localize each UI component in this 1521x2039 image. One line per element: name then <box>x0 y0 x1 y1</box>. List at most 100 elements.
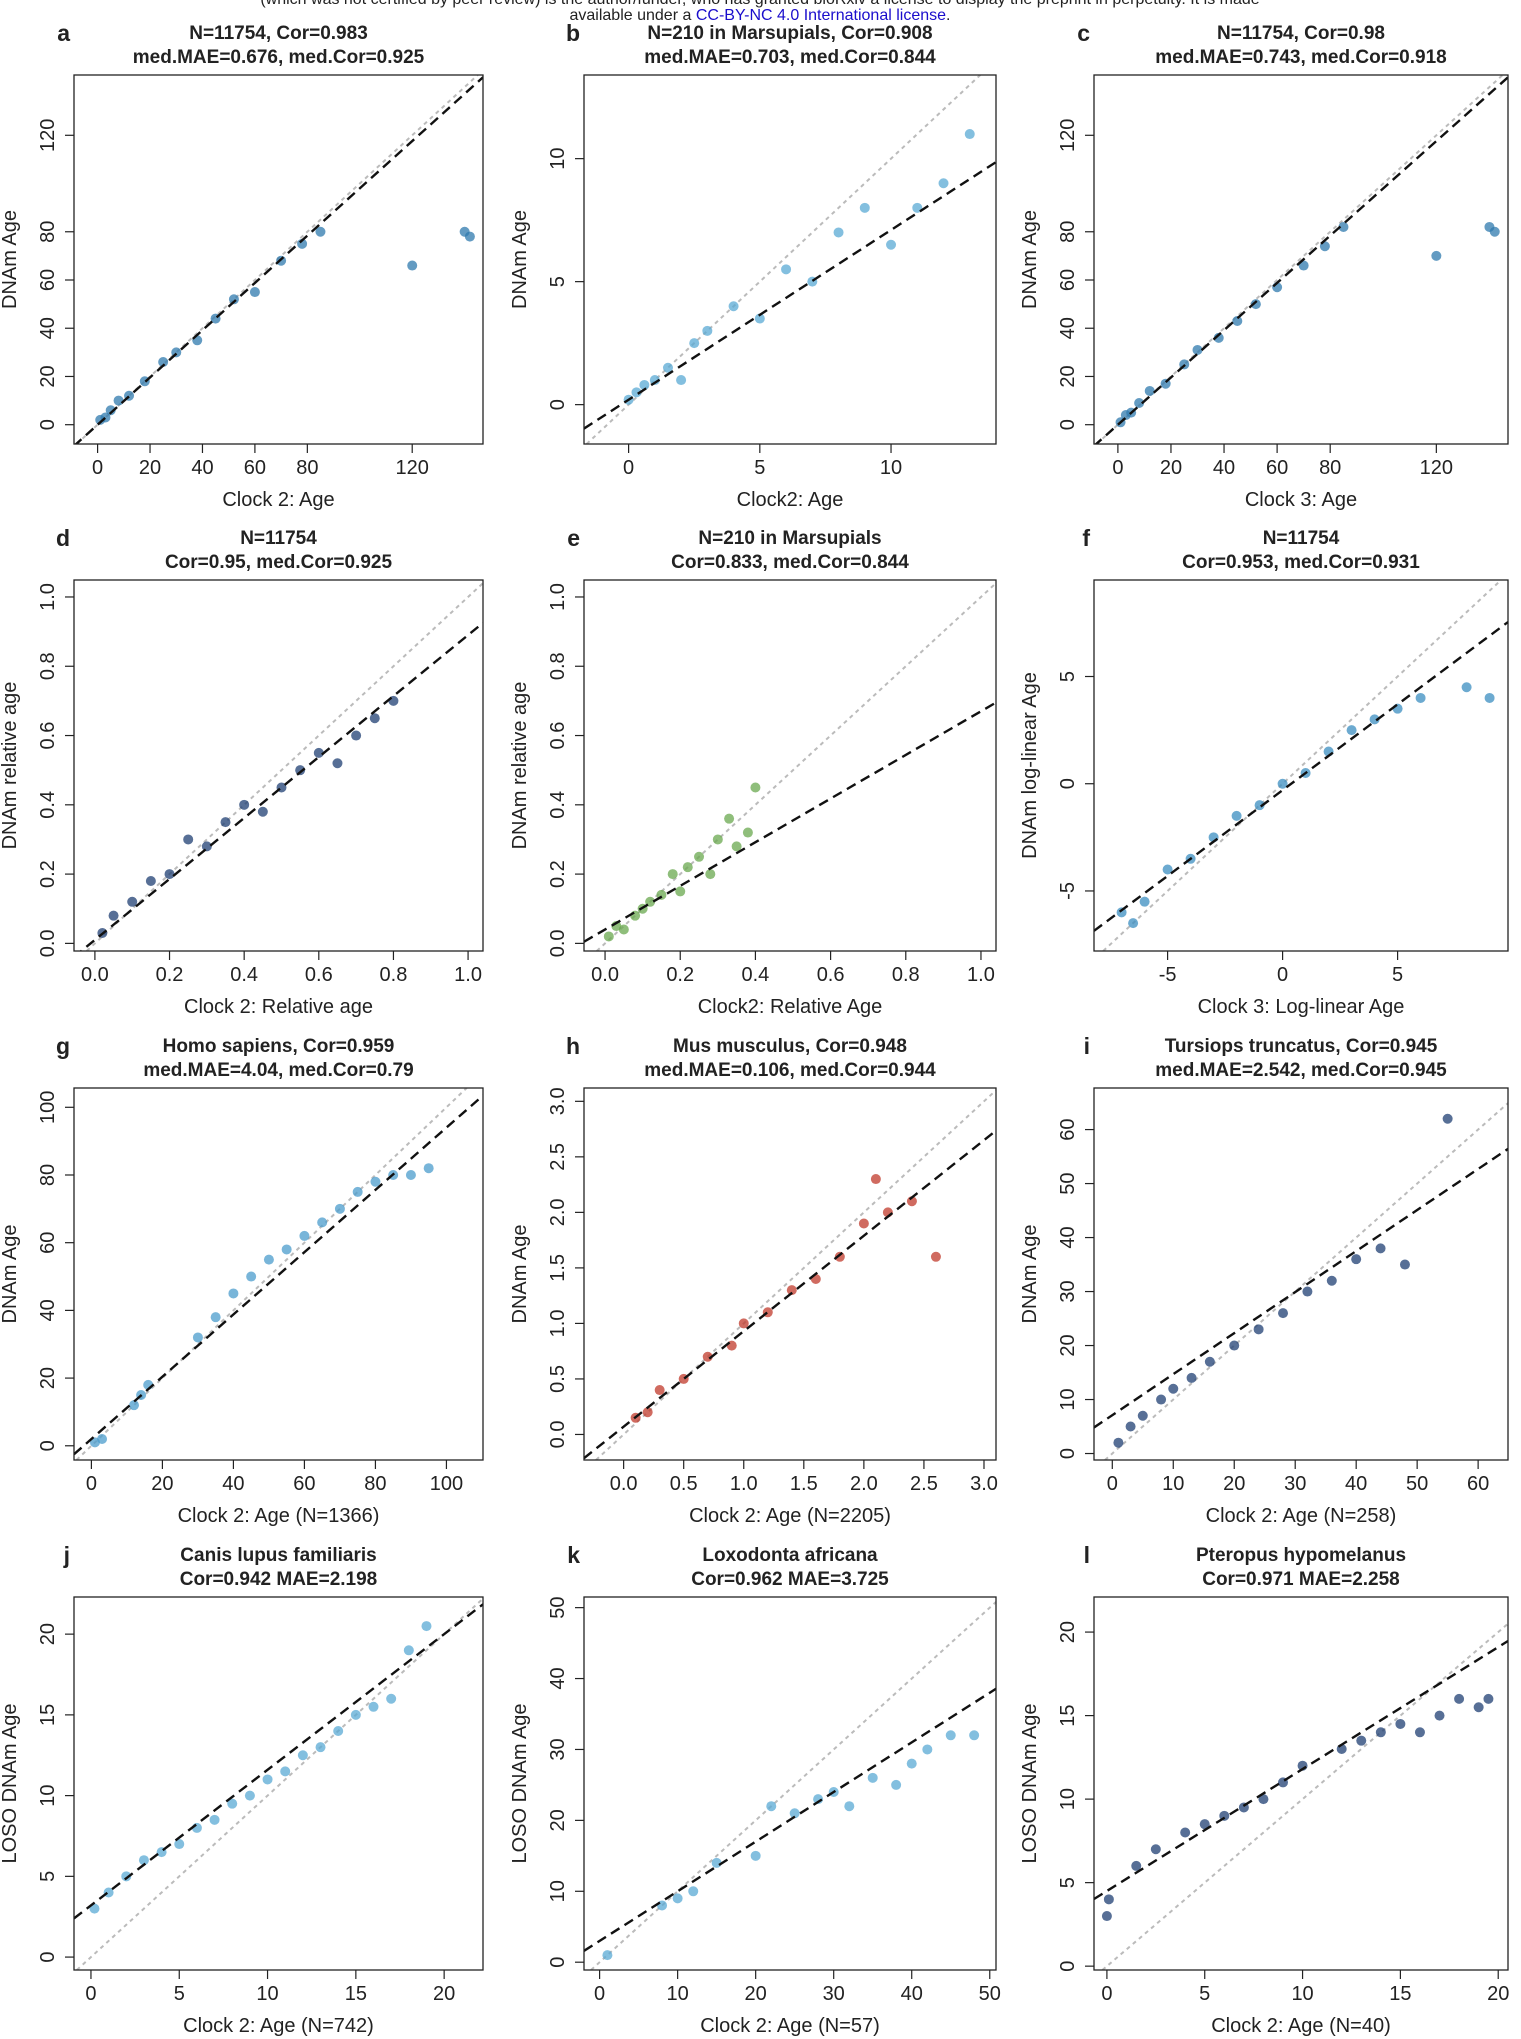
y-tick-label: 10 <box>1057 1388 1079 1410</box>
point <box>423 1163 434 1174</box>
point <box>1103 1894 1114 1905</box>
point <box>1473 1702 1484 1713</box>
x-tick-label: 50 <box>1406 1473 1428 1495</box>
x-tick-label: 0.0 <box>591 964 619 986</box>
x-tick-label: 0 <box>1107 1473 1118 1495</box>
point <box>227 1798 238 1809</box>
point <box>1180 1827 1191 1838</box>
point <box>705 869 716 880</box>
point <box>1150 1844 1161 1855</box>
panel-title: Tursiops truncatus, Cor=0.945 <box>1165 1036 1438 1057</box>
x-tick-label: 40 <box>1345 1473 1367 1495</box>
x-tick-label: 2.0 <box>850 1473 878 1495</box>
point <box>702 325 713 336</box>
fit-line <box>584 1687 996 1952</box>
fit-line <box>79 621 483 951</box>
point <box>280 1766 291 1777</box>
point <box>1204 1356 1215 1367</box>
panel: e N=210 in Marsupials Cor=0.833, med.Cor=0… <box>509 525 997 1018</box>
point <box>642 1407 653 1418</box>
identity-line <box>590 1601 996 1970</box>
point <box>239 799 250 810</box>
x-axis-label: Clock 2: Age (N=742) <box>183 2015 374 2037</box>
y-tick-label: 5 <box>547 276 569 287</box>
x-tick-label: 0 <box>1112 457 1123 479</box>
x-tick-label: 0.4 <box>230 964 258 986</box>
y-tick-label: 20 <box>37 1623 59 1645</box>
point <box>694 851 705 862</box>
x-tick-label: 20 <box>151 1473 173 1495</box>
x-tick-label: 0 <box>1277 964 1288 986</box>
point <box>183 834 194 845</box>
point <box>209 1814 220 1825</box>
x-tick-label: 1.5 <box>790 1473 818 1495</box>
y-axis-label: DNAm Age <box>509 210 531 309</box>
panel-letter: d <box>56 525 70 551</box>
panel-title: med.MAE=0.703, med.Cor=0.844 <box>644 47 936 68</box>
point <box>1131 1860 1142 1871</box>
y-tick-label: 1.0 <box>37 583 59 611</box>
point <box>1134 398 1145 408</box>
x-tick-label: 60 <box>1266 457 1288 479</box>
license-link[interactable]: CC-BY-NC 4.0 International license <box>696 7 946 24</box>
point <box>315 226 326 237</box>
y-tick-label: 40 <box>1057 317 1079 339</box>
point <box>1116 907 1127 918</box>
panel-title: N=11754 <box>240 528 317 549</box>
panel-title: Cor=0.95, med.Cor=0.925 <box>165 552 392 573</box>
y-tick-label: 0 <box>547 399 569 410</box>
x-tick-label: 5 <box>1392 964 1403 986</box>
point <box>1128 918 1139 929</box>
point <box>201 841 212 852</box>
y-tick-label: 20 <box>1057 1334 1079 1356</box>
fit-line <box>584 161 996 430</box>
point <box>315 1742 326 1753</box>
point <box>113 395 124 406</box>
y-tick-label: 3.0 <box>547 1087 569 1115</box>
panel-title: Cor=0.971 MAE=2.258 <box>1202 1569 1400 1590</box>
point <box>603 931 614 942</box>
fit-line <box>74 76 483 444</box>
point <box>689 338 700 349</box>
panel: a N=11754, Cor=0.983 med.MAE=0.676, med.Co… <box>0 20 484 511</box>
x-tick-label: 20 <box>1223 1473 1245 1495</box>
x-tick-label: 0.0 <box>81 964 109 986</box>
panel-letter: f <box>1082 525 1090 551</box>
y-tick-label: 80 <box>37 221 59 243</box>
y-tick-label: 0 <box>1057 778 1079 789</box>
panel-title: Loxodonta africana <box>702 1545 878 1566</box>
x-tick-label: 40 <box>191 457 213 479</box>
y-tick-label: 40 <box>37 1299 59 1321</box>
plot-frame <box>73 1596 484 1971</box>
y-axis-label: DNAm Age <box>0 210 21 309</box>
y-tick-label: 10 <box>547 1880 569 1902</box>
panel-title: med.MAE=2.542, med.Cor=0.945 <box>1155 1060 1447 1081</box>
point <box>386 1693 397 1704</box>
y-tick-label: 30 <box>547 1738 569 1760</box>
point <box>1186 1372 1197 1383</box>
y-tick-label: 1.5 <box>547 1254 569 1282</box>
point <box>299 1230 310 1241</box>
point <box>1168 1383 1179 1394</box>
x-tick-label: 50 <box>979 1983 1001 2005</box>
point <box>228 294 239 305</box>
panel-title: Mus musculus, Cor=0.948 <box>673 1036 907 1057</box>
y-tick-label: 0.2 <box>37 860 59 888</box>
y-tick-label: 0.8 <box>547 652 569 680</box>
panel-title: med.MAE=0.676, med.Cor=0.925 <box>133 47 425 68</box>
panel-title: Cor=0.962 MAE=3.725 <box>691 1569 889 1590</box>
x-tick-label: 10 <box>1291 1983 1313 2005</box>
x-tick-label: 10 <box>880 457 902 479</box>
y-tick-label: 5 <box>37 1871 59 1882</box>
x-tick-label: 5 <box>174 1983 185 2005</box>
x-axis-label: Clock 2: Age (N=258) <box>1206 1505 1397 1527</box>
point <box>1231 810 1242 821</box>
y-tick-label: 120 <box>1057 119 1079 152</box>
point <box>675 886 686 897</box>
x-tick-label: 60 <box>244 457 266 479</box>
plot-frame <box>1093 1087 1509 1461</box>
point <box>1101 1911 1112 1922</box>
point <box>158 357 169 367</box>
fit-line <box>1094 76 1508 444</box>
y-tick-label: 40 <box>547 1667 569 1689</box>
